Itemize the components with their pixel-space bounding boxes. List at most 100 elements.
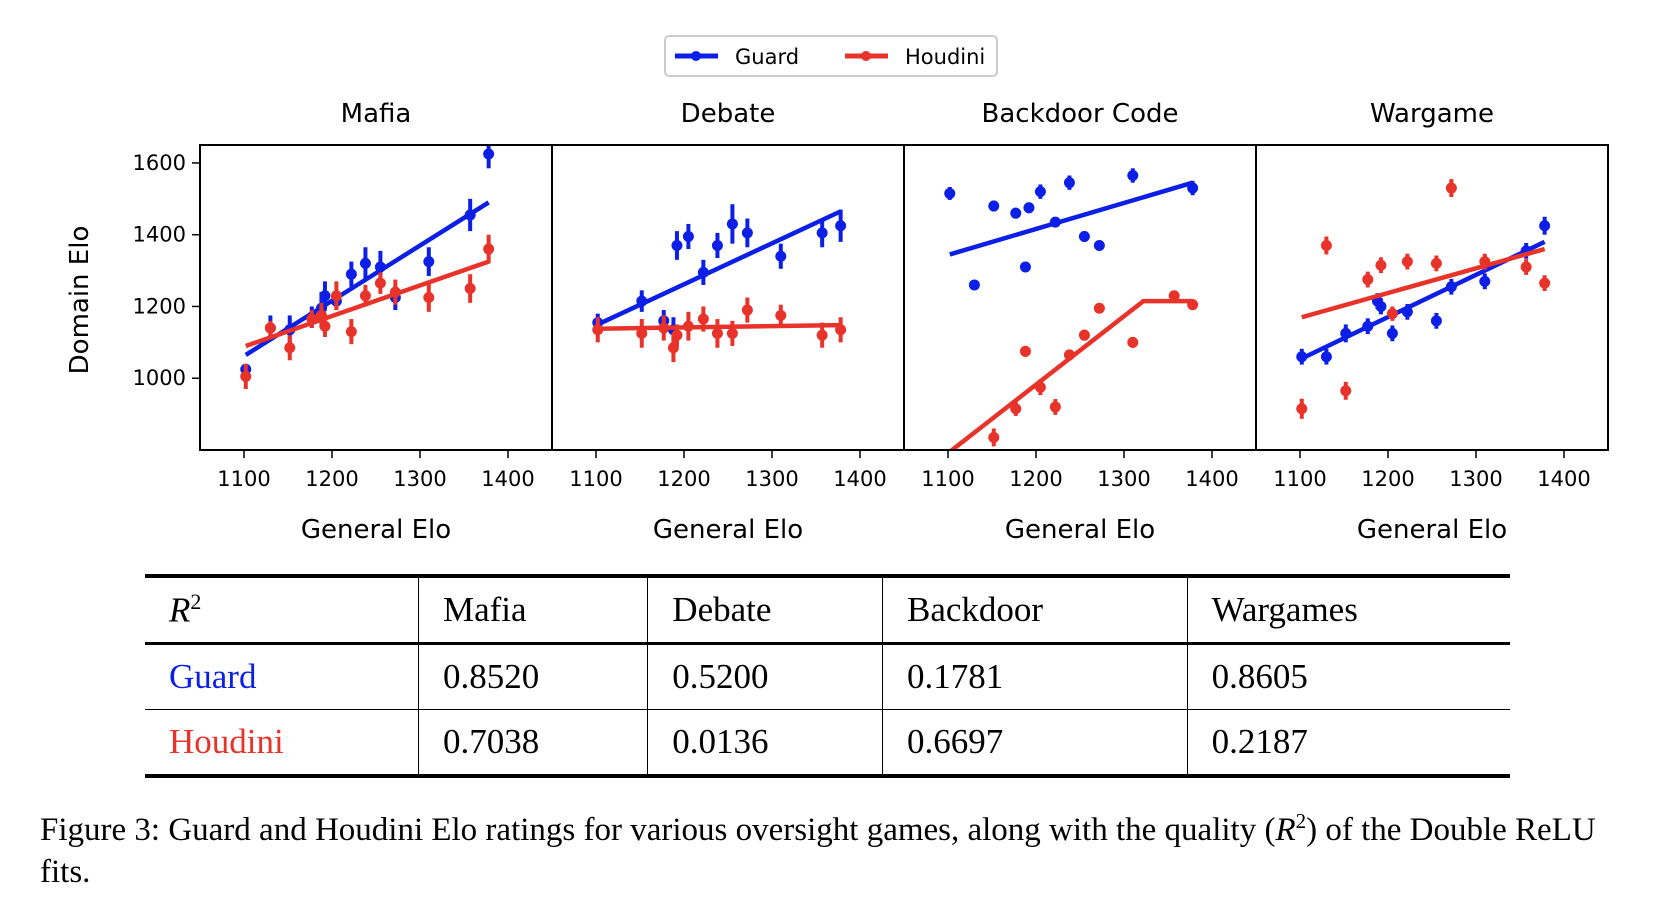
table-cell: 0.8520 — [417, 643, 648, 710]
table-cell: 0.1781 — [882, 643, 1188, 710]
houdini-point — [658, 322, 670, 334]
houdini-point — [330, 290, 342, 302]
legend-guard-marker — [691, 51, 701, 61]
x-tick-label: 1300 — [1449, 467, 1502, 491]
guard-point — [741, 227, 753, 239]
x-tick-label: 1300 — [1097, 467, 1150, 491]
houdini-point — [1127, 336, 1139, 348]
table-header-wargames: Wargames — [1186, 576, 1510, 644]
plot-area — [1296, 179, 1551, 419]
table-row-label-houdini: Houdini — [169, 722, 284, 761]
x-tick-label: 1400 — [1185, 467, 1238, 491]
guard-point — [1127, 170, 1139, 181]
houdini-point — [1078, 329, 1090, 341]
guard-point — [1375, 300, 1387, 312]
houdini-point — [1063, 349, 1075, 361]
houdini-point — [775, 309, 787, 321]
table-cell: 0.7038 — [417, 709, 648, 776]
houdini-point — [319, 320, 331, 332]
caption-r-symbol: R — [1275, 812, 1296, 848]
table-cell: 0.5200 — [647, 643, 883, 710]
x-tick-label: 1200 — [1361, 467, 1414, 491]
houdini-point — [359, 290, 371, 302]
table-header-row: R2 Mafia Debate Backdoor Wargames — [145, 576, 1510, 644]
x-tick-label: 1300 — [393, 467, 446, 491]
houdini-point — [389, 286, 401, 298]
houdini-point — [671, 329, 683, 341]
panel-title: Debate — [681, 99, 776, 129]
guard-point — [1362, 320, 1374, 332]
table-header-mafia: Mafia — [417, 576, 648, 644]
r-superscript: 2 — [190, 589, 202, 615]
y-tick-label: 1200 — [133, 294, 186, 318]
table-row-label-guard: Guard — [169, 657, 257, 696]
guard-point — [1034, 186, 1046, 198]
panel-frame — [1255, 144, 1609, 451]
guard-point — [1320, 351, 1332, 363]
guard-point — [1296, 351, 1308, 363]
table-cell: 0.8605 — [1186, 643, 1510, 710]
figure-chart: Guard Houdini Domain Elo Mafia 1100 1200 13… — [65, 35, 1609, 545]
panel-frame — [199, 144, 553, 451]
table-header-r2: R2 — [145, 576, 419, 644]
houdini-point — [1445, 182, 1457, 194]
guard-point — [345, 268, 357, 280]
panel-title: Wargame — [1370, 99, 1494, 129]
guard-point — [1539, 220, 1551, 232]
guard-point — [1010, 207, 1022, 219]
legend-frame — [664, 35, 998, 77]
y-tick-label: 1000 — [133, 366, 186, 390]
houdini-point — [1362, 274, 1374, 286]
x-tick-label: 1200 — [305, 467, 358, 491]
guard-point — [682, 231, 694, 242]
houdini-point — [682, 320, 694, 332]
guard-point — [1187, 182, 1199, 194]
houdini-point — [711, 327, 723, 339]
guard-fit-line — [949, 180, 1194, 257]
y-tick-label: 1600 — [133, 151, 186, 175]
legend-houdini-marker — [861, 51, 871, 61]
plot-area — [944, 168, 1199, 450]
guard-point — [483, 148, 495, 160]
houdini-fit-line — [1301, 246, 1546, 320]
houdini-point — [592, 324, 604, 336]
guard-point — [697, 266, 709, 278]
legend-guard-label: Guard — [735, 45, 799, 69]
x-tick-label: 1100 — [569, 467, 622, 491]
houdini-point — [1340, 385, 1352, 397]
table-row-houdini: Houdini 0.7038 0.0136 0.6697 0.2187 — [145, 709, 1510, 776]
houdini-point — [1401, 256, 1413, 268]
x-axis-label: General Elo — [653, 515, 803, 545]
guard-point — [1023, 202, 1035, 214]
guard-point — [636, 295, 648, 307]
guard-point — [423, 256, 435, 268]
houdini-point — [1479, 256, 1491, 268]
guard-point — [319, 290, 331, 302]
x-tick-label: 1200 — [657, 467, 710, 491]
panel-title: Mafia — [341, 99, 412, 129]
x-tick-label: 1400 — [481, 467, 534, 491]
houdini-point — [264, 322, 276, 334]
x-tick-label: 1100 — [921, 467, 974, 491]
guard-point — [374, 261, 386, 273]
guard-point — [988, 200, 1000, 212]
legend: Guard Houdini — [664, 35, 998, 77]
houdini-point — [423, 292, 435, 303]
figure-caption: Figure 3: Guard and Houdini Elo ratings … — [40, 800, 1630, 893]
guard-point — [1063, 177, 1075, 189]
panel-frame — [903, 144, 1257, 451]
houdini-point — [1187, 299, 1199, 311]
y-tick-label: 1400 — [133, 223, 186, 247]
caption-text-start: Figure 3: Guard and Houdini Elo ratings … — [40, 812, 1276, 848]
guard-point — [1078, 231, 1090, 242]
guard-point — [711, 239, 723, 251]
caption-text-end: ) of the Double ReLU fits. — [40, 812, 1596, 890]
legend-houdini-label: Houdini — [905, 45, 985, 69]
houdini-point — [1019, 345, 1031, 357]
x-tick-label: 1400 — [1537, 467, 1590, 491]
panel-debate: Debate 1100 1200 1300 1400 General Elo — [551, 99, 905, 545]
houdini-point — [1430, 257, 1442, 269]
x-tick-label: 1100 — [1273, 467, 1326, 491]
houdini-point — [483, 243, 495, 255]
houdini-point — [636, 327, 648, 339]
